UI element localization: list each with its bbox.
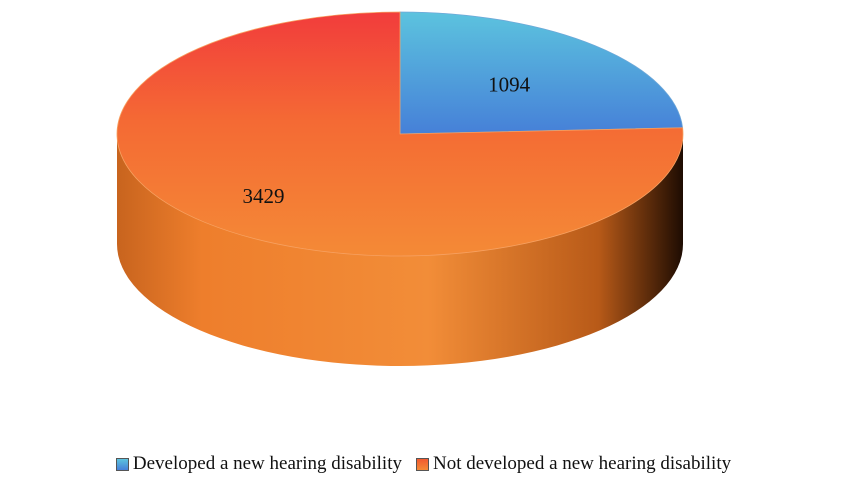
legend-swatch-developed	[115, 457, 129, 471]
data-label-developed: 1094	[488, 72, 531, 96]
pie-chart-svg: 1094 3429	[116, 11, 684, 366]
legend: Developed a new hearing disability Not d…	[0, 452, 847, 476]
legend-label-developed: Developed a new hearing disability	[132, 453, 402, 474]
pie-slice-developed	[399, 11, 684, 135]
legend-item-not-developed: Not developed a new hearing disability	[415, 453, 732, 475]
pie-data-labels: 1094 3429	[243, 72, 531, 207]
data-label-not-developed: 3429	[243, 184, 285, 208]
legend-item-developed: Developed a new hearing disability	[115, 453, 402, 475]
pie-slice-not-developed	[116, 11, 684, 257]
legend-label-not-developed: Not developed a new hearing disability	[432, 453, 732, 474]
pie-side-wall	[117, 134, 683, 366]
legend-swatch-not-developed	[415, 457, 429, 471]
pie-top-face	[116, 11, 684, 257]
pie-side-wall-shape	[117, 134, 683, 366]
